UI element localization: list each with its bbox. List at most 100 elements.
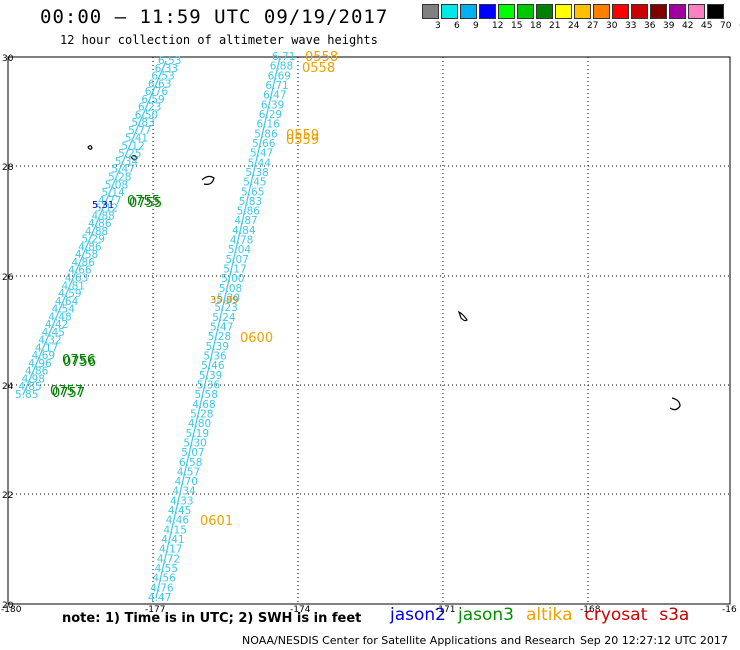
wave-height-value: 5.00 — [221, 273, 244, 285]
scale-swatch — [517, 4, 534, 19]
scale-swatch — [460, 4, 477, 19]
longitude-label: -180 — [1, 605, 22, 615]
wave-height-value: 6.39 — [261, 99, 284, 111]
wave-height-value: 5.65 — [241, 186, 264, 198]
island-outlines — [87, 145, 681, 411]
scale-label: 30 — [606, 21, 618, 31]
wave-height-value: 5.39 — [199, 370, 222, 382]
scale-swatch — [498, 4, 515, 19]
wave-height-value: 6.53 — [151, 71, 174, 83]
scale-label: 70 — [720, 21, 732, 31]
wave-height-value: 5.44 — [248, 157, 272, 169]
wave-height-value: 4.45 — [42, 327, 65, 339]
wave-height-value: 5.66 — [252, 138, 276, 150]
wave-height-value: 4.56 — [152, 573, 176, 585]
wave-height-value: 5.47 — [250, 148, 273, 160]
anomaly-value: 35.89 — [210, 295, 239, 306]
wave-height-value: 6.59 — [141, 94, 164, 106]
scale-label: 15 — [511, 21, 523, 31]
wave-height-value: 6.23 — [138, 102, 161, 114]
wave-height-value: 5.14 — [101, 187, 125, 199]
wave-height-value: 4.34 — [172, 486, 196, 498]
time-label: 0755 — [127, 194, 160, 209]
scale-swatch — [688, 4, 705, 19]
latitude-label: 28 — [2, 163, 14, 173]
wave-height-value: 5.58 — [195, 389, 218, 401]
page-subtitle: 12 hour collection of altimeter wave hei… — [60, 33, 378, 47]
track-line — [22, 60, 167, 396]
longitude-label: -171 — [435, 605, 455, 615]
latitude-label: 20 — [2, 601, 14, 611]
scale-label: 18 — [530, 21, 542, 31]
wave-height-value: 4.77 — [98, 195, 121, 207]
longitude-label: -174 — [290, 605, 311, 615]
scale-label: 27 — [587, 21, 599, 31]
wave-height-value: 5.23 — [214, 302, 237, 314]
satellite-time-labels: 0558055805590559060006010755075507560756… — [50, 50, 338, 529]
footer-credit: NOAA/NESDIS Center for Satellite Applica… — [242, 634, 576, 647]
wave-height-value: 4.84 — [232, 225, 256, 237]
scale-label: 39 — [663, 21, 675, 31]
scale-swatch — [574, 4, 591, 19]
satellite-track-b: 6.716.886.696.716.476.396.296.165.865.66… — [148, 51, 295, 604]
island-outline — [457, 310, 468, 322]
scale-swatch — [422, 4, 439, 19]
wave-height-value: 5.12 — [95, 203, 118, 215]
wave-height-value: 6.76 — [145, 86, 169, 98]
island-outline — [201, 175, 215, 185]
wave-height-value: 5.24 — [212, 312, 236, 324]
time-label: 0601 — [200, 514, 233, 529]
wave-height-value: 5.08 — [105, 179, 128, 191]
wave-height-value: 5.39 — [206, 341, 229, 353]
wave-height-value: 4.59 — [58, 288, 81, 300]
satellite-name: s3a — [659, 605, 690, 625]
time-label: 0600 — [240, 331, 273, 346]
wave-height-value: 5.04 — [228, 244, 252, 256]
wave-height-value: 4.72 — [157, 553, 180, 565]
wave-height-value: 4.64 — [55, 296, 79, 308]
scale-swatch — [593, 4, 610, 19]
longitude-label: -16 — [722, 605, 737, 615]
wave-height-value: 4.17 — [35, 342, 58, 354]
wave-height-value: 4.42 — [45, 319, 68, 331]
wave-height-value: 5.86 — [237, 206, 261, 218]
wave-height-value: 5.12 — [121, 140, 144, 152]
island-outline — [130, 155, 138, 161]
scale-swatch — [650, 4, 667, 19]
footer-note: note: 1) Time is in UTC; 2) SWH is in fe… — [62, 611, 362, 626]
wave-height-value: 5.83 — [239, 196, 262, 208]
wave-height-value: 5.86 — [254, 128, 278, 140]
wave-height-value: 5.30 — [183, 437, 206, 449]
wave-height-value: 6.88 — [270, 61, 293, 73]
wave-height-value: 4.69 — [32, 350, 55, 362]
wave-height-value: 5.46 — [201, 360, 225, 372]
wave-height-value: 6.58 — [179, 457, 202, 469]
wave-height-value: 4.76 — [150, 582, 174, 594]
time-label: 0755 — [129, 196, 162, 211]
wave-height-value: 6.69 — [268, 70, 291, 82]
wave-height-value: 5.36 — [203, 350, 227, 362]
wave-height-value: 4.88 — [91, 210, 114, 222]
map-axis-labels: 30 28 26 24 22 20-180 -177 -174 -171 -168 -16 — [1, 54, 737, 615]
wave-height-value: 4.58 — [75, 249, 98, 261]
wave-height-value: 4.81 — [62, 280, 85, 292]
scale-label: 42 — [682, 21, 694, 31]
scale-label: 6 — [454, 21, 460, 31]
wave-height-value: 5.28 — [108, 172, 131, 184]
wave-height-value: 4.98 — [22, 373, 45, 385]
wave-height-value: 5.83 — [131, 117, 154, 129]
wave-height-value: 4.54 — [52, 304, 76, 316]
time-label: 0559 — [286, 133, 319, 148]
scale-label: 45 — [701, 21, 713, 31]
island-outline — [87, 145, 93, 150]
longitude-label: -177 — [145, 605, 165, 615]
scale-label: 36 — [644, 21, 656, 31]
wave-height-value: 5.47 — [210, 322, 233, 334]
scale-label: 33 — [625, 21, 637, 31]
scale-swatch — [612, 4, 629, 19]
wave-height-value: 4.46 — [166, 515, 190, 527]
wave-height-value: 6.53 — [158, 55, 181, 67]
scale-label: 12 — [492, 21, 504, 31]
scale-swatch — [441, 4, 458, 19]
